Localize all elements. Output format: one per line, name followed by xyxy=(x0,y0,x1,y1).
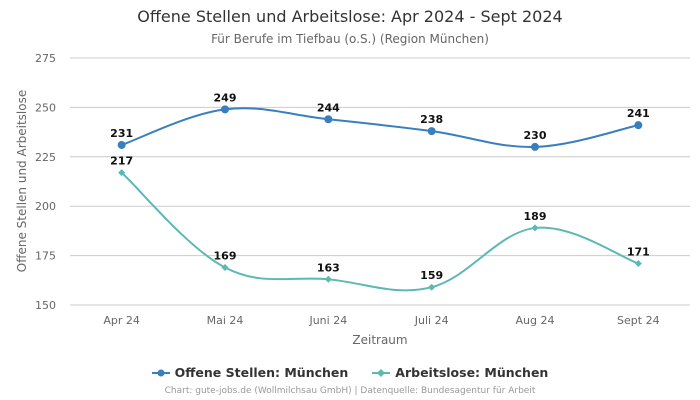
data-label-0-3: 238 xyxy=(420,113,443,126)
data-label-1-1: 169 xyxy=(214,249,237,262)
data-label-1-2: 163 xyxy=(317,261,340,274)
x-tick-1: Mai 24 xyxy=(207,314,244,327)
series-line-1 xyxy=(120,171,639,292)
y-tick-175: 175 xyxy=(35,250,56,263)
y-tick-labels: 150 175 200 225 250 275 xyxy=(35,52,56,312)
x-tick-5: Sept 24 xyxy=(617,314,660,327)
x-tick-4: Aug 24 xyxy=(516,314,555,327)
x-tick-3: Juli 24 xyxy=(414,314,449,327)
chart-subtitle: Für Berufe im Tiefbau (o.S.) (Region Mün… xyxy=(211,32,489,46)
gridlines xyxy=(70,57,690,306)
point-1-0 xyxy=(118,169,126,177)
point-1-4 xyxy=(531,224,539,232)
y-tick-225: 225 xyxy=(35,151,56,164)
y-tick-275: 275 xyxy=(35,52,56,65)
data-label-0-5: 241 xyxy=(627,107,650,120)
legend-item-arbeitslose[interactable]: Arbeitslose: München xyxy=(372,365,548,380)
series-0: 231 249 244 238 230 241 xyxy=(110,91,650,151)
point-0-2 xyxy=(324,115,333,124)
x-tick-2: Juni 24 xyxy=(308,314,347,327)
point-0-5 xyxy=(634,121,643,130)
data-label-0-0: 231 xyxy=(110,127,133,140)
chart-credit: Chart: gute-jobs.de (Wollmilchsau GmbH) … xyxy=(164,386,536,396)
data-label-1-3: 159 xyxy=(420,269,443,282)
legend-item-offene-stellen[interactable]: Offene Stellen: München xyxy=(151,365,349,380)
legend-marker-offene-stellen xyxy=(151,369,170,376)
series-layer: 231 249 244 238 230 241 217 169 163 159 189 171 xyxy=(110,91,650,292)
point-1-5 xyxy=(634,260,642,268)
point-0-0 xyxy=(117,140,126,149)
x-axis-label: Zeitraum xyxy=(352,333,407,347)
point-1-2 xyxy=(324,275,332,283)
point-0-1 xyxy=(221,105,229,114)
legend-marker-arbeitslose xyxy=(372,368,391,377)
point-0-3 xyxy=(427,127,436,136)
data-label-0-2: 244 xyxy=(317,101,340,114)
data-label-0-4: 230 xyxy=(524,129,547,142)
legend: Offene Stellen: München Arbeitslose: Mün… xyxy=(0,365,700,380)
data-label-0-1: 249 xyxy=(214,91,237,104)
point-1-1 xyxy=(221,263,229,271)
point-0-4 xyxy=(531,142,539,151)
legend-label-arbeitslose: Arbeitslose: München xyxy=(395,365,549,380)
y-tick-200: 200 xyxy=(35,200,56,213)
y-tick-150: 150 xyxy=(35,299,56,312)
y-axis-label: Offene Stellen und Arbeitslose xyxy=(15,90,29,272)
data-label-1-0: 217 xyxy=(110,155,133,168)
x-tick-0: Apr 24 xyxy=(103,314,140,327)
legend-label-offene-stellen: Offene Stellen: München xyxy=(174,365,349,380)
series-1: 217 169 163 159 189 171 xyxy=(110,155,650,292)
data-label-1-4: 189 xyxy=(524,210,547,223)
point-1-3 xyxy=(428,283,436,291)
x-tick-labels: Apr 24 Mai 24 Juni 24 Juli 24 Aug 24 Sept 24 xyxy=(103,314,659,327)
data-label-1-5: 171 xyxy=(627,246,650,259)
chart-title: Offene Stellen und Arbeitslose: Apr 2024… xyxy=(137,7,563,26)
series-line-0 xyxy=(121,107,639,148)
y-tick-250: 250 xyxy=(35,101,56,114)
